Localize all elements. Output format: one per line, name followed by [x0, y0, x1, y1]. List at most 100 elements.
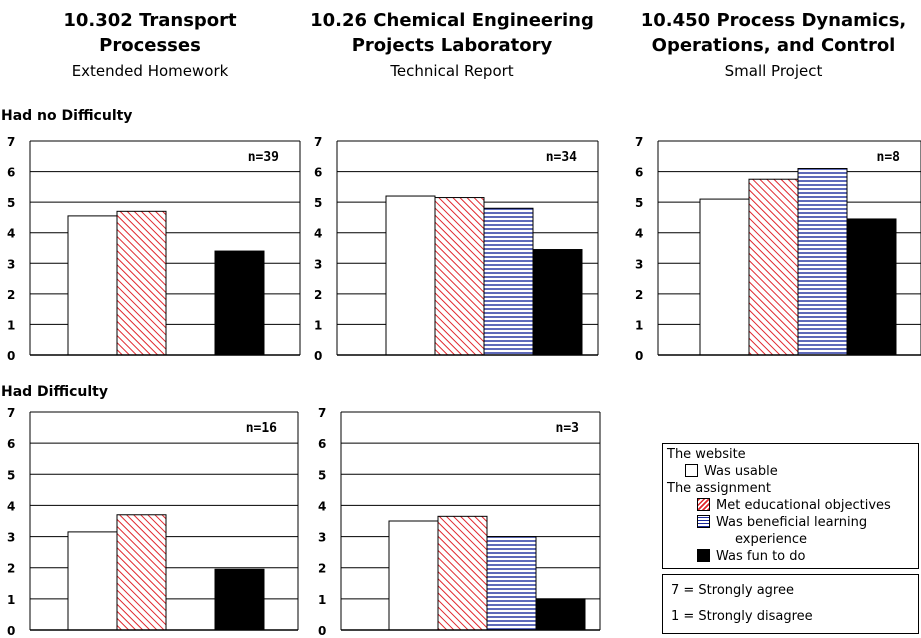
- bar-beneficial: [486, 536, 537, 631]
- chart-panel: 0 1 2 3 4 5 6 7 n=16: [7, 406, 299, 638]
- y-tick-label: 0: [318, 624, 326, 638]
- legend-item-beneficial: Was beneficial learning: [667, 514, 918, 531]
- y-tick-label: 0: [314, 349, 322, 363]
- bar-usable: [67, 531, 118, 631]
- course-title-line2: Projects Laboratory: [351, 35, 553, 56]
- y-tick-label: 4: [7, 499, 15, 513]
- bar-fun: [535, 598, 586, 631]
- bar-beneficial: [483, 207, 534, 356]
- legend-swatch-beneficial: [697, 515, 710, 528]
- n-label: n=3: [556, 421, 579, 436]
- legend-label-fun: Was fun to do: [716, 549, 806, 564]
- course-header-projects-lab: 10.26 Chemical Engineering Projects Labo…: [302, 8, 602, 81]
- chart-panel: 0 1 2 3 4 5 6 7 n=8: [635, 135, 921, 363]
- course-title-line1: 10.302 Transport: [63, 10, 237, 31]
- y-tick-label: 0: [635, 349, 643, 363]
- course-assignment-type: Small Project: [724, 62, 823, 80]
- bar-objectives: [434, 197, 485, 356]
- y-tick-label: 3: [314, 257, 322, 271]
- y-tick-label: 2: [7, 288, 15, 302]
- bar-fun: [214, 568, 265, 631]
- y-tick-label: 5: [7, 468, 15, 482]
- bar-fun: [214, 250, 265, 356]
- y-tick-label: 4: [318, 499, 326, 513]
- course-header-process-dynamics: 10.450 Process Dynamics, Operations, and…: [626, 8, 921, 81]
- chart-panel: 0 1 2 3 4 5 6 7 n=3: [318, 406, 601, 638]
- course-title-line1: 10.26 Chemical Engineering: [310, 10, 594, 31]
- bar-objectives: [748, 178, 799, 356]
- legend-label-beneficial-cont: experience: [735, 532, 808, 547]
- y-tick-label: 0: [7, 624, 15, 638]
- n-label: n=34: [546, 150, 577, 165]
- bar-usable: [385, 195, 436, 356]
- y-tick-label: 4: [7, 227, 15, 241]
- chart-panel: 0 1 2 3 4 5 6 7 n=34: [314, 135, 599, 363]
- course-header-transport: 10.302 Transport Processes Extended Home…: [10, 8, 290, 81]
- n-label: n=16: [246, 421, 277, 436]
- scale-key: 7 = Strongly agree 1 = Strongly disagree: [662, 574, 919, 634]
- legend-swatch-fun: [697, 549, 710, 562]
- legend-label-usable: Was usable: [704, 464, 778, 479]
- course-assignment-type: Extended Homework: [71, 62, 229, 80]
- legend-item-usable: Was usable: [667, 463, 918, 480]
- bar-usable: [388, 520, 439, 631]
- y-tick-label: 1: [635, 318, 643, 332]
- y-tick-label: 6: [314, 166, 322, 180]
- bar-objectives: [116, 210, 167, 356]
- course-title-line1: 10.450 Process Dynamics,: [640, 10, 907, 31]
- legend-item-fun: Was fun to do: [667, 548, 918, 565]
- y-tick-label: 5: [318, 468, 326, 482]
- y-tick-label: 1: [7, 318, 15, 332]
- y-tick-label: 6: [635, 166, 643, 180]
- y-tick-label: 2: [318, 562, 326, 576]
- y-tick-label: 7: [7, 406, 15, 420]
- y-tick-label: 0: [7, 349, 15, 363]
- course-assignment-type: Technical Report: [390, 62, 514, 80]
- bar-fun: [532, 249, 583, 356]
- course-title-line2: Processes: [99, 35, 201, 56]
- bar-usable: [699, 198, 750, 356]
- y-tick-label: 5: [314, 196, 322, 210]
- y-tick-label: 6: [318, 437, 326, 451]
- y-tick-label: 7: [635, 135, 643, 149]
- legend-label-beneficial: Was beneficial learning: [716, 515, 868, 530]
- y-tick-label: 2: [314, 288, 322, 302]
- y-tick-label: 1: [318, 593, 326, 607]
- y-tick-label: 7: [314, 135, 322, 149]
- bar-fun: [846, 218, 897, 356]
- bar-objectives: [437, 515, 488, 631]
- y-tick-label: 1: [314, 318, 322, 332]
- y-tick-label: 3: [635, 257, 643, 271]
- y-tick-label: 4: [635, 227, 643, 241]
- chart-panel: 0 1 2 3 4 5 6 7 n=39: [7, 135, 301, 363]
- y-tick-label: 3: [318, 531, 326, 545]
- legend-website-heading: The website: [667, 447, 746, 462]
- row-label-no-difficulty: Had no Difficulty: [1, 108, 133, 124]
- course-title-line2: Operations, and Control: [651, 35, 896, 56]
- legend-assignment-heading: The assignment: [667, 481, 771, 496]
- bar-usable: [67, 215, 118, 356]
- bar-beneficial: [797, 168, 848, 356]
- row-label-difficulty: Had Difficulty: [1, 384, 108, 400]
- y-tick-label: 2: [635, 288, 643, 302]
- n-label: n=39: [248, 150, 279, 165]
- legend: The website Was usable The assignment Me…: [662, 443, 919, 569]
- y-tick-label: 5: [635, 196, 643, 210]
- y-tick-label: 3: [7, 257, 15, 271]
- legend-swatch-objectives: [697, 498, 710, 511]
- y-tick-label: 2: [7, 562, 15, 576]
- y-tick-label: 6: [7, 166, 15, 180]
- y-tick-label: 3: [7, 531, 15, 545]
- scale-key-disagree: 1 = Strongly disagree: [671, 609, 813, 624]
- scale-key-agree: 7 = Strongly agree: [671, 583, 794, 598]
- y-tick-label: 5: [7, 196, 15, 210]
- legend-item-objectives: Met educational objectives: [667, 497, 918, 514]
- legend-swatch-usable: [685, 464, 698, 477]
- legend-label-objectives: Met educational objectives: [716, 498, 891, 513]
- n-label: n=8: [877, 150, 901, 165]
- y-tick-label: 7: [318, 406, 326, 420]
- y-tick-label: 1: [7, 593, 15, 607]
- y-tick-label: 4: [314, 227, 322, 241]
